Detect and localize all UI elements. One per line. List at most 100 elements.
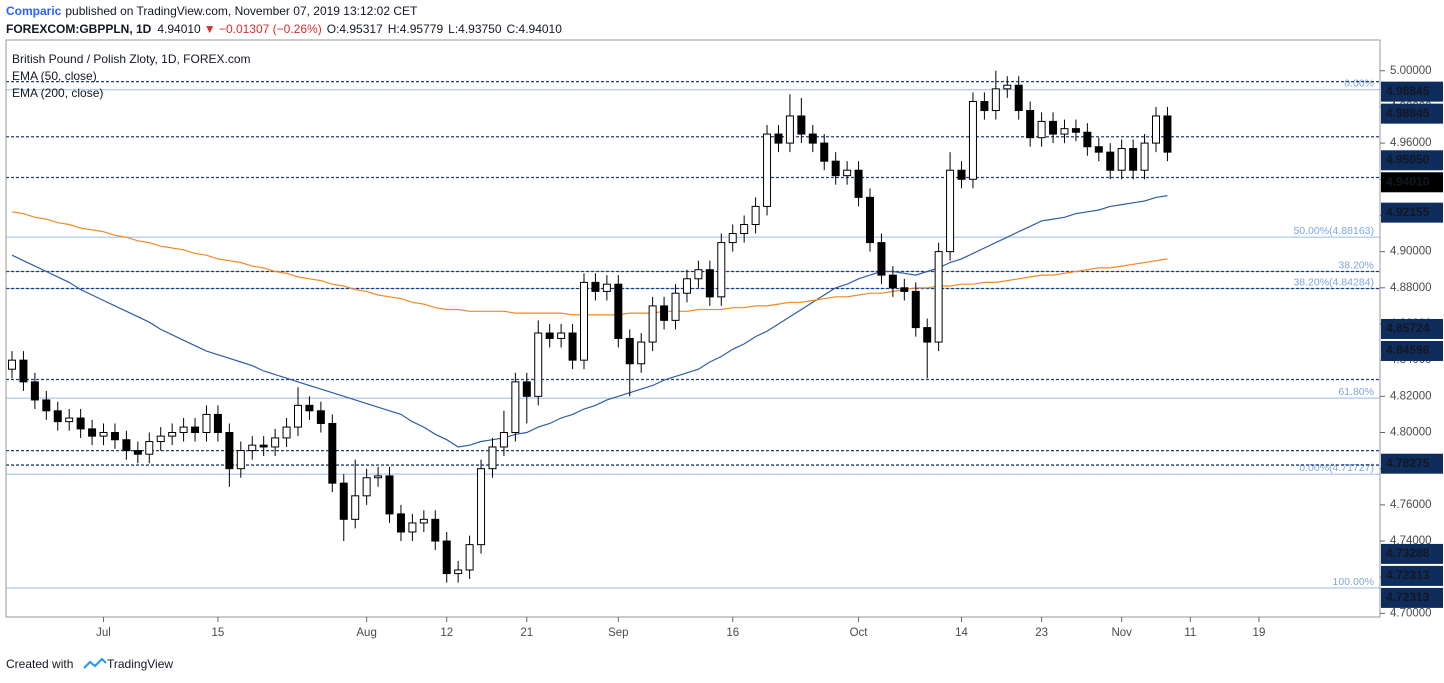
candle-body	[133, 450, 142, 455]
candle-body	[339, 482, 348, 520]
candle-body	[305, 404, 314, 412]
price-badge-label: 4.94010	[1386, 174, 1430, 188]
symbol: FOREXCOM:GBPPLN, 1D	[6, 22, 152, 36]
candle-body	[591, 281, 600, 292]
x-tick-label: Nov	[1111, 627, 1132, 639]
candle-body	[488, 446, 497, 470]
x-tick-label: 15	[212, 627, 225, 639]
candle-body	[236, 450, 245, 470]
x-tick-label: Oct	[850, 627, 869, 639]
candle-body	[1094, 146, 1103, 153]
candle-body	[328, 422, 337, 484]
candle-body	[168, 432, 177, 437]
last-price: 4.94010	[157, 22, 201, 36]
legend-title: British Pound / Polish Zloty, 1D, FOREX.…	[12, 52, 251, 66]
plot-area: 0.00% 50.00%(4.88163) 38.20% 38.20%(4.84284…	[6, 70, 1380, 589]
price-badge	[1381, 453, 1443, 474]
price-badge	[1381, 587, 1443, 608]
candle-body	[1060, 128, 1069, 135]
candle-body	[88, 428, 97, 437]
footer-logo	[83, 657, 107, 669]
candle-body	[271, 437, 280, 448]
price-badge	[1381, 318, 1443, 339]
candle-body	[431, 518, 440, 542]
candle-body	[396, 513, 405, 533]
candle-body	[694, 269, 703, 280]
ema-line	[11, 211, 1168, 316]
candle-body	[259, 444, 268, 448]
candle-body	[225, 432, 234, 470]
candle-body	[1106, 151, 1115, 171]
candle-body	[774, 133, 783, 144]
candle-body	[99, 432, 108, 437]
candle-body	[866, 196, 874, 244]
candle-body	[465, 544, 474, 571]
x-tick-label: 19	[1253, 627, 1266, 639]
fib-label: 0.00%(4.71727)	[1299, 462, 1374, 474]
price-badge-label: 4.72313	[1386, 590, 1430, 604]
price-badge	[1381, 340, 1443, 361]
fib-label: 50.00%(4.88163)	[1293, 225, 1374, 237]
candle-body	[843, 169, 852, 177]
candle-body	[980, 100, 989, 112]
candle-body	[8, 359, 16, 370]
candle-body	[1163, 115, 1172, 153]
candle-body	[179, 426, 188, 434]
price-badge	[1381, 172, 1443, 193]
y-tick-label: 4.88000	[1390, 282, 1432, 294]
candle-body	[682, 278, 691, 294]
legend-entry: EMA (200, close)	[12, 86, 103, 100]
price-badge-label: 4.98845	[1386, 106, 1430, 120]
y-tick-label: 4.70000	[1390, 607, 1432, 619]
candle-body	[991, 88, 1000, 112]
candle-body	[362, 477, 371, 497]
price-badge	[1381, 565, 1443, 586]
y-tick-label: 4.76000	[1390, 499, 1432, 511]
candle-body	[248, 444, 257, 452]
y-tick-label: 5.00000	[1390, 65, 1432, 77]
price-badge-label: 4.98845	[1386, 84, 1430, 98]
candle-body	[122, 439, 131, 452]
ema-line	[11, 195, 1168, 448]
publisher[interactable]: Comparic	[6, 4, 62, 18]
candle-body	[740, 223, 749, 235]
footer-brand[interactable]: TradingView	[107, 657, 173, 671]
candle-body	[511, 381, 520, 434]
candle-body	[614, 283, 623, 339]
published: published on TradingView.com, November 0…	[65, 4, 418, 18]
plot-frame	[5, 39, 1381, 618]
price-badge-label: 4.78275	[1386, 456, 1430, 470]
candle-body	[1140, 142, 1149, 171]
fib-label: 38.20%(4.84284)	[1293, 276, 1374, 288]
candle-body	[660, 305, 669, 321]
candle-body	[1049, 120, 1058, 135]
candle-body	[385, 475, 394, 515]
price-badge	[1381, 150, 1443, 171]
candle-body	[454, 569, 463, 575]
footer-text: Created with	[6, 657, 73, 671]
x-tick-label: Aug	[356, 627, 376, 639]
candle-body	[213, 413, 222, 434]
candle-body	[1071, 128, 1080, 133]
x-tick-label: 21	[520, 627, 533, 639]
candle-body	[42, 399, 51, 412]
candle-body	[145, 441, 154, 455]
candle-body	[877, 242, 886, 276]
candle-body	[1003, 84, 1012, 90]
candle-body	[648, 305, 657, 343]
candle-body	[900, 287, 909, 292]
x-tick-label: 23	[1035, 627, 1048, 639]
x-tick-label: 16	[726, 627, 739, 639]
ohlc: C:4.94010	[507, 22, 563, 36]
legend: EMA (50, close) EMA (200, close)	[12, 69, 103, 100]
candle-body	[477, 468, 486, 546]
fib-label: 61.80%	[1338, 386, 1374, 398]
header-line: Comparic published on TradingView.com, No…	[6, 4, 418, 18]
symbol-line: FOREXCOM:GBPPLN, 1D 4.94010 ▼ −0.01307 (−0…	[6, 22, 562, 36]
candle-body	[419, 518, 428, 524]
x-tick-label: 11	[1184, 627, 1196, 639]
candle-body	[1083, 131, 1092, 148]
price-badge-label: 4.85724	[1386, 321, 1430, 335]
candle-body	[957, 169, 966, 180]
candle-body	[557, 332, 566, 339]
